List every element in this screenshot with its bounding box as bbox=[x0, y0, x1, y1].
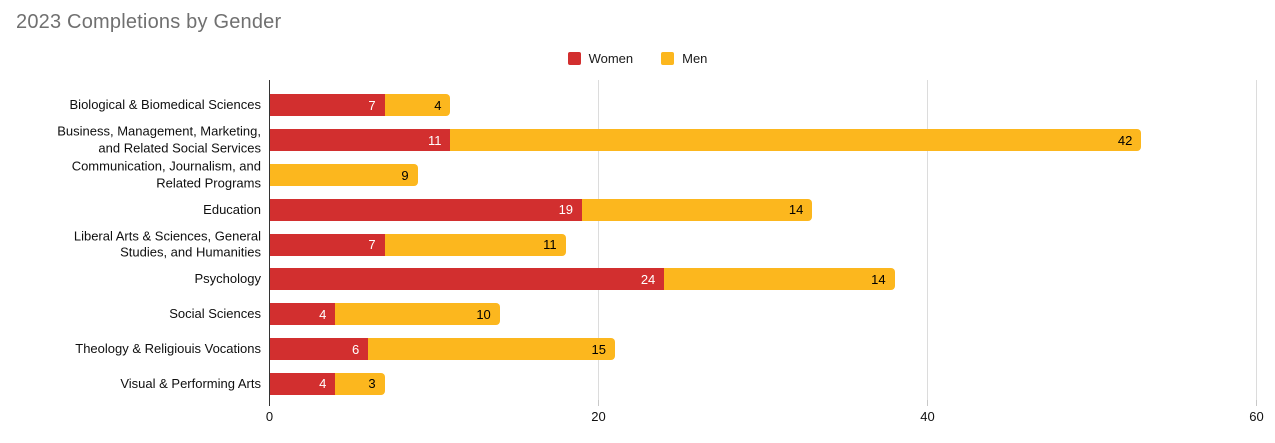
legend: Women Men bbox=[0, 51, 1275, 66]
bar-segment-women: 7 bbox=[269, 233, 385, 256]
category-label: Social Sciences bbox=[169, 305, 261, 321]
bar-value-label: 4 bbox=[319, 306, 327, 322]
legend-swatch-men-icon bbox=[661, 52, 675, 65]
bar-segment-women: 19 bbox=[269, 198, 583, 221]
category-label: Theology & Religiouis Vocations bbox=[75, 340, 261, 356]
bar-segment-women: 24 bbox=[269, 268, 665, 291]
bar-value-label: 3 bbox=[368, 376, 376, 392]
category-label: Communication, Journalism, and Related P… bbox=[71, 158, 261, 191]
x-tick-label: 0 bbox=[265, 409, 274, 424]
bar-value-label: 7 bbox=[368, 237, 376, 253]
bar-segment-women: 7 bbox=[269, 94, 385, 117]
category-label: Biological & Biomedical Sciences bbox=[69, 97, 261, 113]
x-tick-label: 20 bbox=[591, 409, 606, 424]
x-gridline bbox=[927, 80, 928, 400]
legend-label-women: Women bbox=[588, 51, 634, 66]
bar-segment-women: 11 bbox=[269, 129, 451, 152]
bar-value-label: 6 bbox=[351, 341, 360, 357]
bar-value-label: 4 bbox=[319, 376, 327, 392]
x-gridline bbox=[1256, 80, 1257, 400]
legend-item-women[interactable]: Women bbox=[567, 51, 634, 66]
bar-segment-women: 4 bbox=[269, 303, 336, 326]
bar-value-label: 24 bbox=[640, 271, 656, 287]
bar-value-label: 10 bbox=[476, 306, 491, 322]
chart-title: 2023 Completions by Gender bbox=[16, 11, 282, 33]
x-gridline bbox=[598, 80, 599, 400]
bar-segment-men: 4 bbox=[384, 94, 451, 117]
bar-value-label: 14 bbox=[871, 271, 886, 287]
bar-segment-men: 10 bbox=[335, 303, 500, 326]
bar-segment-men: 14 bbox=[664, 268, 895, 291]
category-label: Psychology bbox=[194, 271, 261, 287]
legend-swatch-women-icon bbox=[567, 52, 581, 65]
bar-segment-men: 15 bbox=[368, 338, 615, 360]
category-label: Liberal Arts & Sciences, General Studies… bbox=[73, 228, 261, 260]
bar-value-label: 11 bbox=[427, 132, 442, 148]
x-axis-tick bbox=[927, 400, 928, 406]
bar-segment-men: 11 bbox=[384, 233, 566, 256]
category-label: Visual & Performing Arts bbox=[120, 375, 261, 391]
bar-segment-men: 9 bbox=[269, 164, 418, 186]
bar-value-label: 19 bbox=[558, 202, 574, 218]
x-axis-tick bbox=[269, 400, 270, 406]
bar-segment-women: 4 bbox=[269, 372, 336, 395]
category-label: Education bbox=[203, 201, 261, 217]
bar-segment-men: 14 bbox=[582, 198, 813, 221]
x-tick-label: 60 bbox=[1249, 409, 1264, 424]
bar-segment-men: 42 bbox=[450, 129, 1142, 152]
x-axis-tick bbox=[1256, 400, 1257, 406]
bar-value-label: 9 bbox=[401, 167, 409, 183]
x-tick-label: 40 bbox=[920, 409, 935, 424]
bar-value-label: 42 bbox=[1117, 132, 1133, 148]
bar-segment-men: 3 bbox=[335, 372, 385, 395]
bar-value-label: 14 bbox=[788, 202, 804, 218]
bar-segment-women: 6 bbox=[269, 338, 369, 360]
legend-label-men: Men bbox=[682, 51, 708, 66]
category-label: Business, Management, Marketing, and Rel… bbox=[57, 123, 261, 156]
legend-item-men[interactable]: Men bbox=[661, 51, 707, 66]
bar-value-label: 4 bbox=[434, 97, 442, 113]
x-axis-tick bbox=[598, 400, 599, 406]
bar-value-label: 11 bbox=[543, 237, 557, 253]
bar-value-label: 7 bbox=[368, 97, 376, 113]
bar-value-label: 15 bbox=[591, 341, 606, 357]
